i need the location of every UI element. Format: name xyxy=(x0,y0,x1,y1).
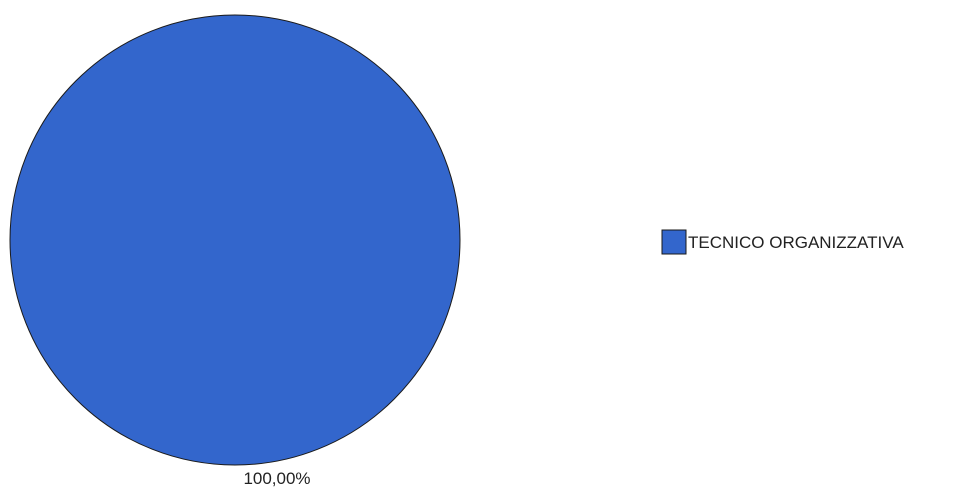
pie-data-labels: 100,00% xyxy=(243,469,310,488)
legend-swatch xyxy=(661,229,687,255)
pie-slices xyxy=(9,14,461,466)
pie-slice xyxy=(9,14,461,466)
legend-label: TECNICO ORGANIZZATIVA xyxy=(688,233,904,252)
pie-data-label: 100,00% xyxy=(243,469,310,488)
legend: TECNICO ORGANIZZATIVA xyxy=(661,229,904,255)
